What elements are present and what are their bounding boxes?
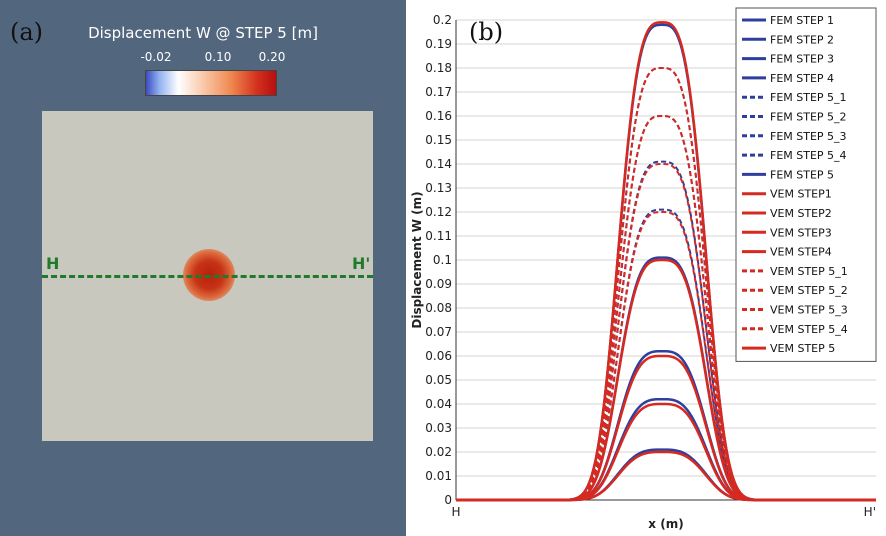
colorbar	[145, 70, 277, 96]
y-tick-label: 0.09	[425, 277, 452, 291]
legend-label: FEM STEP 1	[770, 14, 834, 27]
y-tick-label: 0.12	[425, 205, 452, 219]
legend-label: FEM STEP 5_4	[770, 149, 847, 162]
legend-label: FEM STEP 2	[770, 33, 834, 46]
legend-label: VEM STEP3	[770, 226, 832, 239]
legend-label: FEM STEP 5_2	[770, 111, 847, 124]
section-end-label: H'	[352, 254, 371, 273]
y-tick-label: 0.14	[425, 157, 452, 171]
colorbar-tick-min: -0.02	[140, 50, 172, 64]
y-tick-label: 0.06	[425, 349, 452, 363]
legend-label: VEM STEP 5	[770, 342, 835, 355]
displacement-chart: 0 0.01 0.02 0.03 0.04 0.05 0.06 0.07 0.08 0.09 0.1…	[410, 7, 877, 531]
y-tick-label: 0.1	[433, 253, 452, 267]
y-axis-label: Displacement W (m)	[410, 191, 424, 328]
y-tick-label: 0.15	[425, 133, 452, 147]
y-tick-label: 0.16	[425, 109, 452, 123]
y-tick-label: 0.17	[425, 85, 452, 99]
y-tick-label: 0.13	[425, 181, 452, 195]
legend-label: FEM STEP 3	[770, 53, 834, 66]
y-tick-label: 0.07	[425, 325, 452, 339]
chart-legend: FEM STEP 1 FEM STEP 2 FEM STEP 3 FEM STEP 4…	[735, 7, 877, 362]
series-line-18	[456, 21, 876, 502]
chart-curves	[456, 21, 876, 502]
legend-label: VEM STEP 5_4	[770, 323, 848, 336]
colorbar-ticks: -0.02 0.10 0.20	[138, 50, 286, 66]
y-tick-label: 0.08	[425, 301, 452, 315]
contour-panel: (a) Displacement W @ STEP 5 [m] -0.02 0.…	[0, 0, 406, 536]
legend-label: FEM STEP 5	[770, 168, 834, 181]
legend-label: FEM STEP 4	[770, 72, 834, 85]
colorbar-tick-mid: 0.10	[204, 50, 232, 64]
legend-label: FEM STEP 5_3	[770, 130, 847, 143]
legend-label: VEM STEP 5_1	[770, 265, 848, 278]
colorbar-title: Displacement W @ STEP 5 [m]	[88, 24, 318, 42]
y-tick-label: 0.03	[425, 421, 452, 435]
section-start-label: H	[46, 254, 60, 273]
y-tick-label: 0	[444, 493, 452, 507]
y-tick-label: 0.02	[425, 445, 452, 459]
legend-label: VEM STEP 5_2	[770, 284, 848, 297]
series-line-3	[456, 349, 876, 502]
legend-label: FEM STEP 5_1	[770, 91, 847, 104]
x-tick-end: H'	[864, 505, 876, 519]
panel-b-label: (b)	[469, 18, 504, 46]
legend-label: VEM STEP 5_3	[770, 304, 848, 317]
y-tick-label: 0.05	[425, 373, 452, 387]
series-line-1	[456, 448, 876, 502]
y-tick-label: 0.04	[425, 397, 452, 411]
section-line	[42, 275, 373, 278]
y-tick-label: 0.18	[425, 61, 452, 75]
panel-a-label: (a)	[10, 18, 44, 46]
colorbar-tick-max: 0.20	[258, 50, 286, 64]
y-tick-label: 0.2	[433, 13, 452, 27]
legend-label: VEM STEP4	[770, 246, 832, 259]
y-tick-label: 0.19	[425, 37, 452, 51]
legend-box	[735, 7, 877, 362]
x-tick-start: H	[451, 505, 460, 519]
legend-label: VEM STEP2	[770, 207, 832, 220]
legend-label: VEM STEP1	[770, 188, 832, 201]
y-tick-label: 0.01	[425, 469, 452, 483]
series-line-15	[456, 162, 876, 501]
y-tick-label: 0.11	[425, 229, 452, 243]
chart-axes: 0 0.01 0.02 0.03 0.04 0.05 0.06 0.07 0.08 0.09 0.1…	[410, 13, 876, 531]
x-axis-label: x (m)	[648, 517, 683, 531]
